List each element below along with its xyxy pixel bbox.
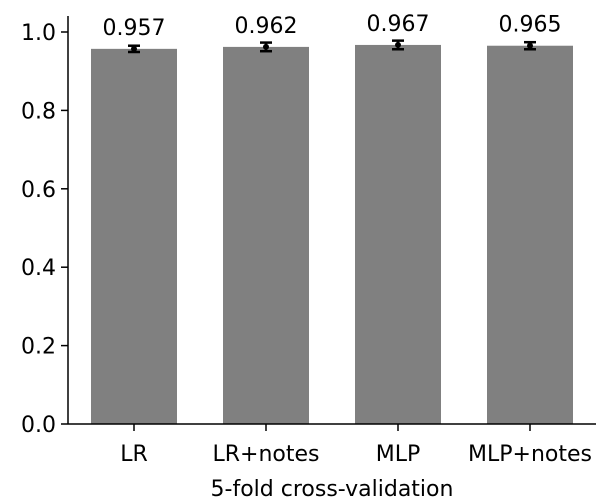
y-tick-label: 1.0: [21, 21, 56, 46]
value-labels: 0.957 0.962 0.967 0.965: [103, 12, 562, 41]
bar-value-label: 0.965: [499, 13, 562, 38]
bar: [487, 45, 573, 424]
x-axis-ticks: LR LR+notes MLP MLP+notes: [120, 424, 592, 467]
error-bar-point: [527, 42, 533, 49]
x-tick-label: LR+notes: [212, 442, 319, 467]
y-tick-label: 0.2: [21, 335, 56, 360]
bar: [223, 46, 309, 425]
error-bars: [128, 39, 536, 54]
y-tick-label: 0.6: [21, 178, 56, 203]
bar: [91, 48, 177, 425]
bar-value-label: 0.957: [103, 16, 166, 41]
x-tick-label: MLP+notes: [468, 442, 592, 467]
x-axis-title: 5-fold cross-validation: [211, 477, 454, 502]
x-tick-label: LR: [120, 442, 148, 467]
bars: [91, 44, 573, 425]
bar-value-label: 0.967: [367, 12, 430, 37]
bar-value-label: 0.962: [235, 14, 298, 39]
y-tick-label: 0.8: [21, 99, 56, 124]
axes: [67, 16, 596, 425]
y-tick-label: 0.4: [21, 256, 56, 281]
error-bar-point: [395, 41, 401, 48]
error-bar-point: [263, 43, 269, 50]
y-axis-ticks: 0.0 0.2 0.4 0.6 0.8 1.0: [21, 21, 68, 438]
x-tick-label: MLP: [376, 442, 421, 467]
error-bar-point: [131, 45, 137, 52]
bar: [355, 44, 441, 424]
y-tick-label: 0.0: [21, 413, 56, 438]
